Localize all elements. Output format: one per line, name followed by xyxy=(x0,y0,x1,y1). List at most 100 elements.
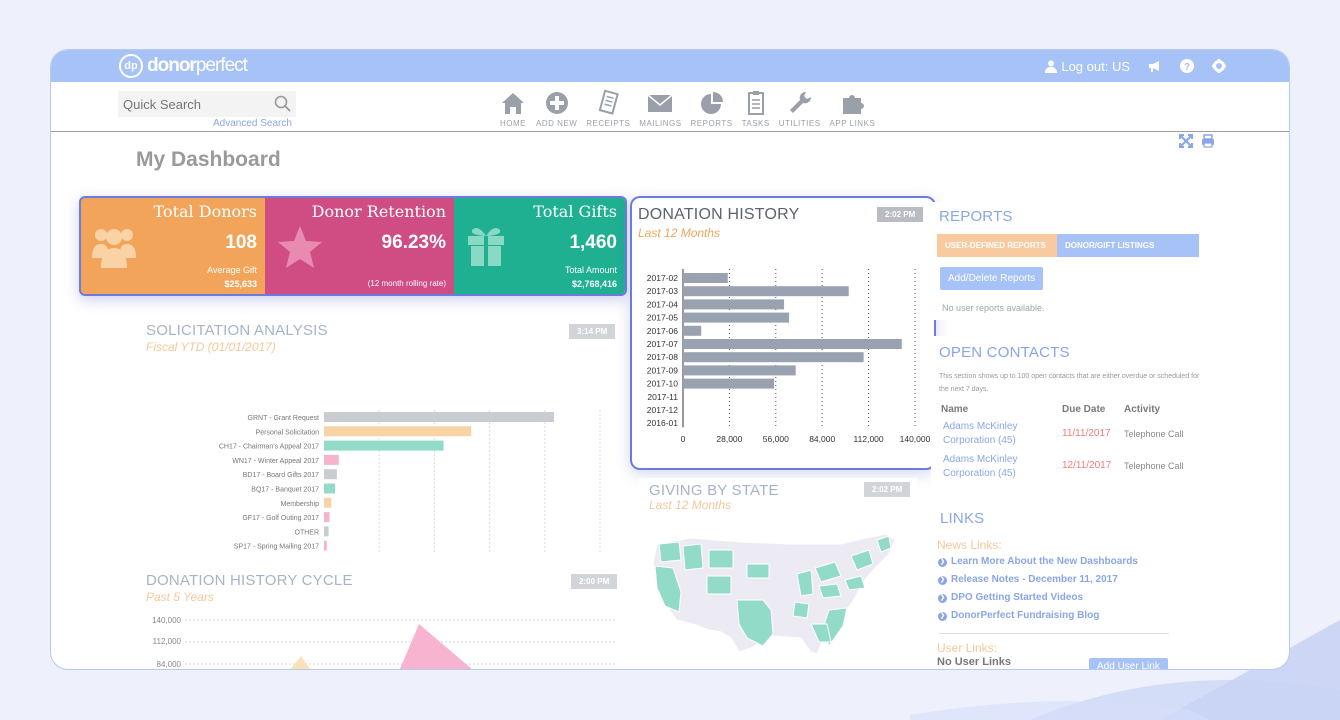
tab-donor-gift-listings[interactable]: DONOR/GIFT LISTINGS xyxy=(1057,234,1199,257)
history-category-label: 2017-03 xyxy=(647,286,678,296)
kpi-gifts-sub: $2,768,416 xyxy=(571,279,617,289)
kpi-total-gifts[interactable]: Total Gifts 1,460 Total Amount $2,768,41… xyxy=(454,198,625,294)
history-bar xyxy=(683,299,785,310)
donation-history-chart: 0 28,000 56,000 84,000 112,000 140,000 2017-02… xyxy=(647,269,931,444)
no-user-links: No User Links xyxy=(937,656,1011,668)
kpi-retention-value: 96.23% xyxy=(381,232,446,253)
donation-history-subtitle: Last 12 Months xyxy=(638,226,721,240)
search-icon[interactable] xyxy=(273,94,293,114)
history-category-label: 2017-04 xyxy=(647,299,678,309)
logout-link[interactable]: Log out: US xyxy=(1045,59,1130,74)
solicit-bar xyxy=(324,412,554,422)
solicit-bar xyxy=(324,483,336,494)
solicit-bar xyxy=(324,526,329,537)
expand-icon[interactable] xyxy=(1179,134,1193,148)
solicit-category-label: Personal Solicitation xyxy=(256,429,320,436)
history-bar xyxy=(683,273,728,283)
advanced-search-link[interactable]: Advanced Search xyxy=(213,118,292,129)
clipboard-icon xyxy=(747,91,764,115)
contacts-header-activity: Activity xyxy=(1124,404,1161,415)
news-links-label: News Links: xyxy=(937,538,1002,552)
giving-state-time-badge: 2:02 PM xyxy=(864,482,911,497)
solicit-category-label: GF17 - Golf Outing 2017 xyxy=(242,515,319,522)
history-bar xyxy=(683,352,864,363)
solicit-bar xyxy=(324,426,472,437)
news-link-3[interactable]: DPO Getting Started Videos xyxy=(938,592,1083,603)
history-category-label: 2017-12 xyxy=(647,405,678,415)
nav-reports[interactable]: REPORTS xyxy=(691,89,733,128)
print-icon[interactable] xyxy=(1201,134,1215,148)
solicit-category-label: Membership xyxy=(280,501,319,508)
nav-menu: HOME ADD NEW RECEIPTS MAILINGS REPORTS T… xyxy=(499,89,884,128)
cycle-ytick-2: 84,000 xyxy=(157,660,182,669)
user-links-label: User Links: xyxy=(937,641,998,655)
nav-mailings-label: MAILINGS xyxy=(639,119,682,128)
contact-row-1-name[interactable]: Adams McKinley Corporation (45) xyxy=(943,421,1018,446)
kpi-total-donors[interactable]: Total Donors 108 Average Gift $25,633 xyxy=(79,198,265,294)
donorperfect-logo[interactable]: dp donorperfect xyxy=(119,54,248,78)
links-title: LINKS xyxy=(940,510,985,527)
add-user-link-button[interactable]: Add User Link xyxy=(1089,658,1168,669)
logout-label: Log out: US xyxy=(1061,58,1130,74)
news-link-2[interactable]: Release Notes - December 11, 2017 xyxy=(938,574,1118,585)
add-delete-reports-button[interactable]: Add/Delete Reports xyxy=(940,267,1044,290)
nav-tasks[interactable]: TASKS xyxy=(742,89,770,128)
open-contacts-panel: OPEN CONTACTS This section shows up to 1… xyxy=(931,336,1207,486)
kpi-gifts-value: 1,460 xyxy=(569,232,617,253)
history-category-label: 2016-01 xyxy=(647,418,678,428)
kpi-donor-retention[interactable]: Donor Retention 96.23% (12 month rolling… xyxy=(265,198,454,294)
nav-receipts[interactable]: RECEIPTS xyxy=(586,89,630,128)
solicitation-chart: 060,000120,000180,000240,000300,000GRNT … xyxy=(219,410,601,552)
history-bar xyxy=(683,339,902,349)
history-bar xyxy=(683,286,849,297)
contact-row-2-name[interactable]: Adams McKinley Corporation (45) xyxy=(943,454,1018,479)
top-right-controls: Log out: US ? xyxy=(1045,59,1226,74)
giving-state-subtitle: Last 12 Months xyxy=(649,498,732,512)
history-bar xyxy=(683,312,790,323)
kpi-donors-sub: $25,633 xyxy=(224,279,257,289)
nav-tasks-label: TASKS xyxy=(741,119,770,128)
gear-icon[interactable] xyxy=(1212,59,1226,73)
nav-utilities-label: UTILITIES xyxy=(778,119,821,128)
solicit-bar xyxy=(324,512,330,523)
nav-app-links[interactable]: APP LINKS xyxy=(830,89,876,128)
contact-row-2-activity: Telephone Call xyxy=(1124,461,1184,471)
history-category-label: 2017-10 xyxy=(647,379,678,389)
nav-mailings[interactable]: MAILINGS xyxy=(639,89,681,128)
nav-home-label: HOME xyxy=(500,119,526,128)
nav-add-new[interactable]: ADD NEW xyxy=(536,89,577,128)
kpi-donors-label: Average Gift xyxy=(207,265,257,275)
history-xtick: 140,000 xyxy=(900,434,931,444)
contact-row-1-activity: Telephone Call xyxy=(1124,429,1184,439)
history-bar xyxy=(683,325,702,336)
history-category-label: 2017-06 xyxy=(647,326,678,336)
svg-text:?: ? xyxy=(1184,62,1190,73)
receipt-icon xyxy=(598,89,620,115)
quick-search-input[interactable] xyxy=(118,91,296,117)
cycle-area-orange xyxy=(290,656,311,669)
contacts-header-due: Due Date xyxy=(1062,404,1106,415)
contacts-note: This section shows up to 100 open contac… xyxy=(939,373,1200,393)
nav-home[interactable]: HOME xyxy=(499,89,527,128)
logo-text-light: perfect xyxy=(195,55,248,76)
contacts-header-name: Name xyxy=(941,404,969,415)
history-bar xyxy=(683,378,775,389)
cycle-ytick-1: 112,000 xyxy=(153,637,182,646)
history-xtick: 0 xyxy=(681,434,686,444)
history-category-label: 2017-11 xyxy=(647,392,678,402)
megaphone-icon[interactable] xyxy=(1148,60,1162,73)
news-link-1[interactable]: Learn More About the New Dashboards xyxy=(938,556,1138,567)
kpi-donors-value: 108 xyxy=(225,232,257,253)
solicit-category-label: SP17 - Spring Mailing 2017 xyxy=(234,544,319,551)
tab-user-defined-reports[interactable]: USER-DEFINED REPORTS xyxy=(937,234,1057,257)
news-link-4[interactable]: DonorPerfect Fundraising Blog xyxy=(938,610,1099,621)
kpi-highlight-frame xyxy=(79,196,627,296)
nav-utilities[interactable]: UTILITIES xyxy=(779,89,821,128)
page-title: My Dashboard xyxy=(136,148,281,171)
logo-text-bold: donor xyxy=(147,55,197,76)
cycle-title: DONATION HISTORY CYCLE xyxy=(146,572,353,589)
help-icon[interactable]: ? xyxy=(1180,59,1194,73)
contacts-title: OPEN CONTACTS xyxy=(939,344,1070,361)
cycle-chart: 140,000 112,000 84,000 xyxy=(152,616,615,669)
app-window: dp donorperfect Log out: US ? Advanced S… xyxy=(50,49,1290,670)
